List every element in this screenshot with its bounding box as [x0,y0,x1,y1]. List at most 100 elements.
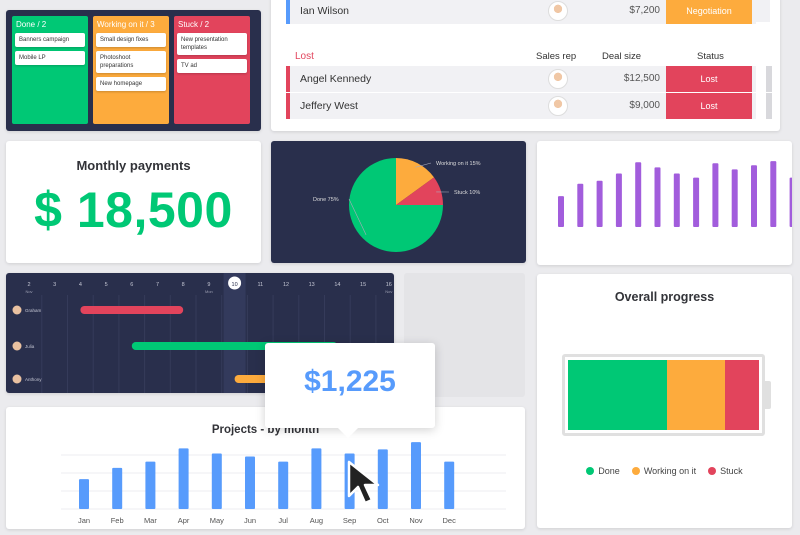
purple-bar-svg [558,161,792,227]
avatar [548,69,568,89]
kanban-card[interactable]: TV ad [177,59,247,73]
deal-size: $7,200 [629,5,660,16]
month-label: May [210,516,224,525]
kanban-card[interactable]: New presentation templates [177,33,247,55]
scrollbar[interactable] [756,0,770,22]
tooltip-value: $1,225 [304,365,396,398]
bar [789,177,792,227]
bar [712,163,719,227]
column-header-size: Deal size [602,51,642,62]
progress-segment [667,360,725,430]
month-label: Aug [310,516,323,525]
date-label: 7 [156,282,159,288]
progress-legend: Done Working on it Stuck [537,466,792,476]
month-label: Jan [78,516,90,525]
scrollbar[interactable] [766,93,772,119]
table-row[interactable]: Angel Kennedy $12,500 Lost [286,66,756,92]
legend-dot-icon [631,467,640,475]
month-label: Jun [244,516,256,525]
kanban-card[interactable]: Small design fixes [96,33,166,47]
bar [377,449,388,509]
kanban-card[interactable]: Mobile LP [15,51,85,65]
kanban-column-title: Stuck / 2 [178,20,210,29]
progress-segment [724,360,759,430]
status-badge[interactable]: Lost [666,93,752,119]
pie-leader-line [415,162,432,168]
pie-chart-svg: Done 75% Working on it 15% Stuck 10% [313,158,481,252]
date-sublabel: Nov [385,289,392,294]
bar [178,448,189,509]
column-header-status: Status [697,51,724,62]
deal-name: Jeffery West [300,100,358,112]
person-name: Graham [25,308,42,313]
bar [693,177,700,227]
kanban-board: Done / 2 Banners campaign Mobile LP Working… [6,10,261,131]
date-label: 10 [232,282,238,288]
date-label: 15 [360,282,366,288]
month-label: Dec [443,516,457,525]
date-sublabel: Nov [25,289,32,294]
widget-title: Overall progress [614,290,715,304]
timeline-bar [80,306,184,314]
deal-name: Ian Wilson [300,5,350,17]
date-label: 4 [79,282,82,288]
kanban-card[interactable]: Photoshoot preparations [96,51,166,73]
deals-table: Ian Wilson $7,200 Negotiation Lost Sales… [271,0,780,131]
overall-progress-widget: Overall progress Done Working on it Stuck [537,274,792,528]
month-label: Jul [278,516,288,525]
month-label: Apr [178,516,190,525]
status-badge[interactable]: Negotiation [666,0,752,24]
date-label: 2 [27,282,30,288]
table-row[interactable]: Jeffery West $9,000 Lost [286,93,756,119]
bar [444,461,455,509]
bar [596,180,603,227]
bar [558,196,564,227]
legend-dot-icon [586,467,595,475]
month-label: Mar [144,516,157,525]
person-name: Julia [25,344,35,349]
legend-item: Done [586,466,620,476]
payments-amount: $ 18,500 [34,182,233,238]
bar [278,461,289,509]
status-pie-chart: Done 75% Working on it 15% Stuck 10% [271,141,526,263]
today-column [223,273,246,393]
date-label: 3 [53,282,56,288]
kanban-column: Stuck / 2 New presentation templates TV ad [174,16,250,124]
bar [211,453,222,509]
tooltip-arrow [337,427,359,438]
bar [79,479,89,509]
legend-label: Stuck [720,466,743,476]
bar [112,467,123,509]
value-tooltip: $1,225 [265,343,435,438]
date-label: 14 [334,282,340,288]
bar [411,442,421,509]
battery-cap [765,381,771,409]
month-label: Feb [111,516,124,525]
table-row[interactable]: Ian Wilson $7,200 Negotiation [286,0,756,24]
pie-label: Done 75% [313,197,339,203]
status-badge[interactable]: Lost [666,66,752,92]
deal-name: Angel Kennedy [300,73,372,85]
date-label: 13 [309,282,315,288]
date-label: 11 [257,282,263,288]
legend-item: Stuck [708,466,743,476]
progress-battery [562,354,765,436]
bar [145,461,156,509]
scrollbar[interactable] [766,66,772,92]
avatar [12,341,22,351]
date-label: 9 [207,282,210,288]
today-marker [228,276,242,290]
deal-size: $9,000 [629,100,660,111]
kanban-card[interactable]: New homepage [96,77,166,91]
pie-slice [349,158,443,252]
progress-segment [568,360,668,430]
column-header-rep: Sales rep [536,51,577,62]
bar [770,161,777,227]
person-name: Anthony [25,377,42,382]
group-title-lost: Lost [295,51,314,62]
bar [245,456,255,509]
kanban-card[interactable]: Banners campaign [15,33,85,47]
date-label: 16 [386,282,392,288]
kanban-column: Done / 2 Banners campaign Mobile LP [12,16,88,124]
deal-size: $12,500 [623,73,660,84]
